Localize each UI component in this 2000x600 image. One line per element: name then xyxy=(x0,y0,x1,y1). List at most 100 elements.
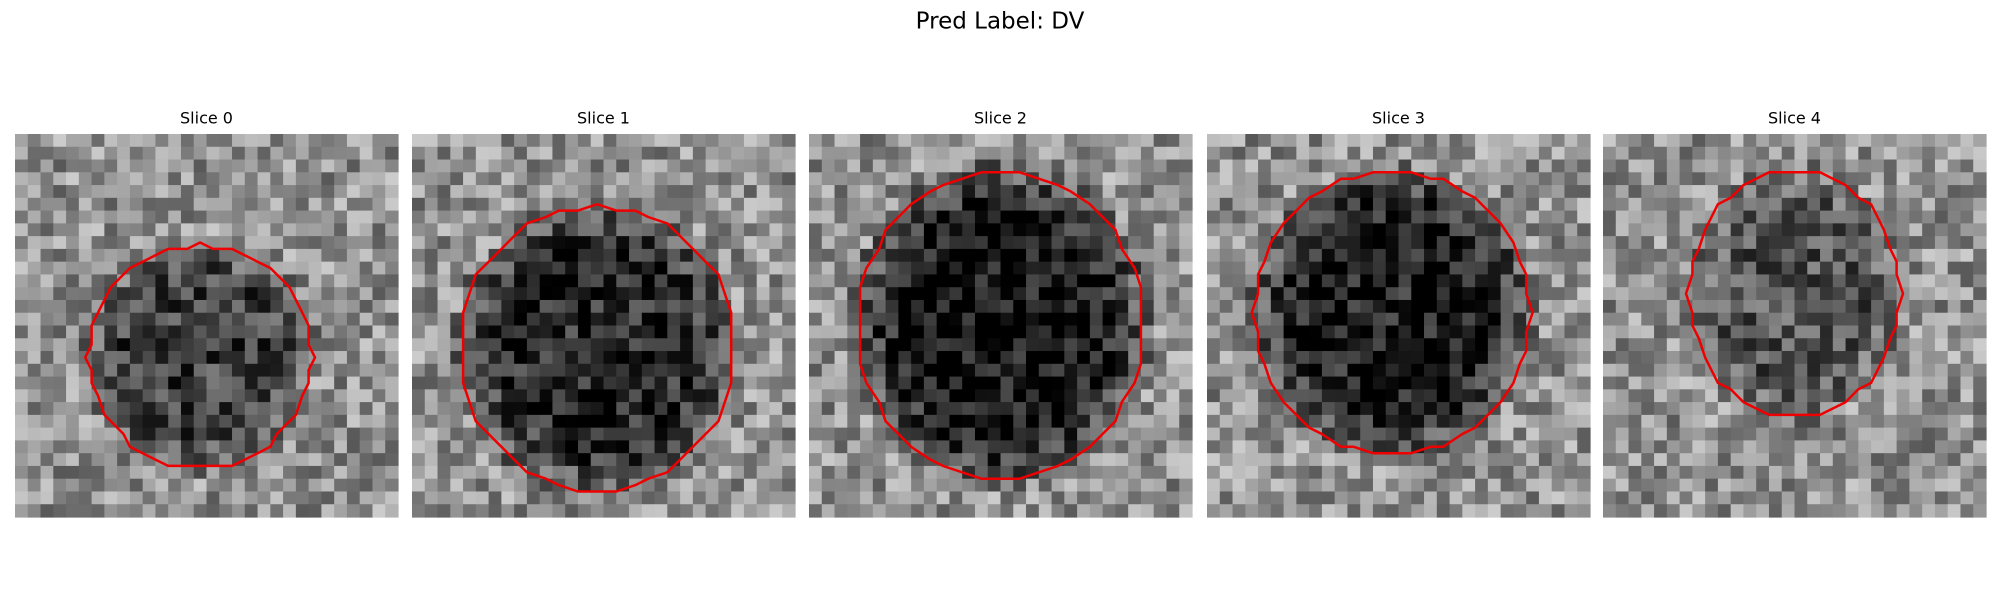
pixel xyxy=(78,402,93,416)
pixel xyxy=(53,134,67,148)
pixel xyxy=(1705,299,1719,314)
pixel xyxy=(321,325,335,339)
pixel xyxy=(1820,427,1834,441)
pixel xyxy=(1398,338,1412,352)
pixel xyxy=(1794,389,1808,403)
pixel xyxy=(1334,478,1349,493)
pixel xyxy=(1089,299,1104,314)
pixel xyxy=(552,363,566,378)
pixel xyxy=(1347,325,1361,339)
pixel xyxy=(1551,325,1566,339)
pixel xyxy=(232,376,246,390)
pixel xyxy=(514,504,528,518)
pixel xyxy=(590,427,605,441)
pixel xyxy=(526,325,541,339)
pixel xyxy=(1245,325,1259,339)
pixel xyxy=(1743,197,1757,212)
pixel xyxy=(283,453,297,467)
pixel xyxy=(295,159,310,173)
pixel xyxy=(1128,236,1142,250)
pixel xyxy=(66,504,80,518)
pixel xyxy=(1947,223,1962,237)
pixel xyxy=(1641,134,1655,148)
pixel xyxy=(898,236,912,250)
pixel xyxy=(1717,338,1732,352)
pixel xyxy=(1140,287,1155,301)
pixel xyxy=(809,504,823,518)
pixel xyxy=(731,440,745,454)
pixel xyxy=(1219,402,1234,416)
pixel xyxy=(1102,248,1116,263)
pixel xyxy=(1436,351,1451,365)
pixel xyxy=(321,376,335,390)
pixel xyxy=(1089,453,1104,467)
pixel xyxy=(654,261,668,276)
pixel xyxy=(526,146,541,161)
pixel xyxy=(450,376,464,390)
pixel xyxy=(321,185,335,199)
pixel xyxy=(1258,159,1272,173)
pixel xyxy=(1115,389,1129,403)
pixel xyxy=(552,223,566,237)
pixel xyxy=(1551,210,1566,224)
pixel xyxy=(756,427,771,441)
pixel xyxy=(911,453,925,467)
pixel xyxy=(1922,351,1936,365)
pixel xyxy=(1000,146,1014,161)
pixel xyxy=(1334,465,1349,480)
pixel xyxy=(501,376,515,390)
pixel xyxy=(359,223,374,237)
pixel xyxy=(1615,389,1630,403)
pixel xyxy=(514,325,528,339)
pixel xyxy=(872,146,887,161)
pixel xyxy=(1858,248,1872,263)
pixel xyxy=(1360,210,1374,224)
pixel xyxy=(1934,210,1949,224)
pixel xyxy=(1038,312,1053,327)
pixel xyxy=(616,146,630,161)
pixel xyxy=(129,325,144,339)
pixel xyxy=(1385,274,1400,288)
pixel xyxy=(1756,453,1770,467)
pixel xyxy=(1564,376,1578,390)
pixel xyxy=(104,325,118,339)
pixel xyxy=(1526,287,1540,301)
pixel xyxy=(1013,236,1027,250)
pixel xyxy=(40,210,54,224)
pixel xyxy=(1845,134,1859,148)
pixel xyxy=(1717,236,1732,250)
pixel xyxy=(590,453,605,467)
pixel xyxy=(782,261,796,276)
pixel xyxy=(514,274,528,288)
pixel xyxy=(756,185,771,199)
pixel xyxy=(1500,210,1514,224)
pixel xyxy=(244,351,259,365)
pixel xyxy=(1705,172,1719,186)
pixel xyxy=(821,223,836,237)
pixel xyxy=(1398,363,1412,378)
pixel xyxy=(1858,197,1872,212)
pixel xyxy=(1360,274,1374,288)
pixel xyxy=(936,491,951,505)
pixel xyxy=(385,491,399,505)
pixel xyxy=(514,248,528,263)
pixel xyxy=(1500,185,1514,199)
pixel xyxy=(616,312,630,327)
pixel xyxy=(936,338,951,352)
pixel xyxy=(1526,210,1540,224)
pixel xyxy=(552,402,566,416)
pixel xyxy=(1756,312,1770,327)
pixel xyxy=(1679,159,1693,173)
pixel xyxy=(565,338,579,352)
pixel xyxy=(1153,236,1168,250)
pixel xyxy=(1717,504,1732,518)
pixel xyxy=(1411,159,1425,173)
pixel xyxy=(514,299,528,314)
pixel xyxy=(15,236,29,250)
pixel xyxy=(295,465,310,480)
pixel xyxy=(1475,172,1489,186)
pixel xyxy=(1411,325,1425,339)
pixel xyxy=(1140,427,1155,441)
pixel xyxy=(501,210,515,224)
pixel xyxy=(667,210,681,224)
